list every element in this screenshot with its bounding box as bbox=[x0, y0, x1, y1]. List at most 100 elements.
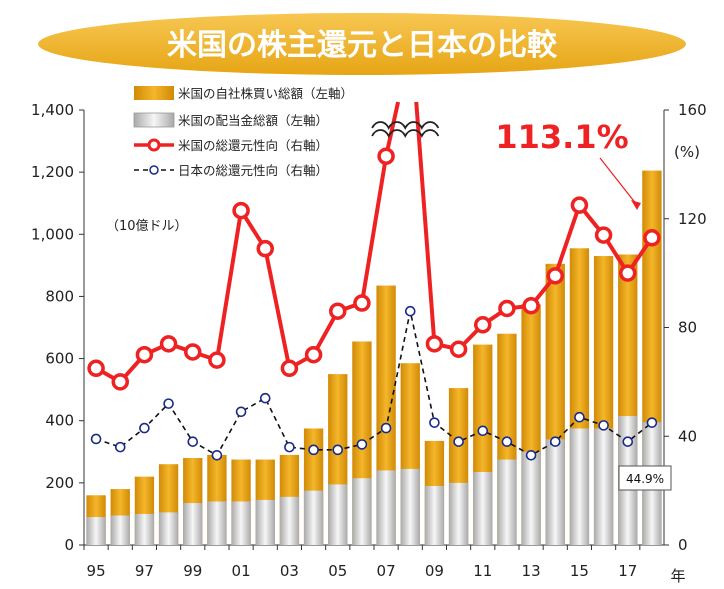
x-tick-label: 97 bbox=[135, 562, 154, 580]
dividend-bar bbox=[207, 501, 227, 545]
dividend-bar bbox=[158, 512, 179, 545]
dividend-bar bbox=[231, 501, 251, 545]
dividend-bar bbox=[400, 468, 420, 545]
x-tick-label: 05 bbox=[328, 562, 347, 580]
right-tick-label: 120 bbox=[678, 210, 707, 228]
legend-swatch-japan-marker bbox=[149, 165, 159, 175]
japan-payout-point bbox=[646, 417, 658, 428]
left-tick-label: 1,200 bbox=[31, 163, 74, 181]
japan-payout-point bbox=[380, 422, 392, 434]
us-payout-point bbox=[498, 299, 516, 318]
left-tick-label: 600 bbox=[45, 350, 74, 368]
x-tick-label: 15 bbox=[570, 562, 589, 580]
dividend-bar bbox=[521, 451, 541, 545]
dividend-bar bbox=[352, 478, 372, 545]
us-payout-point bbox=[87, 359, 105, 378]
title-background bbox=[38, 13, 686, 75]
x-tick-label: 11 bbox=[473, 562, 492, 580]
us-payout-point bbox=[377, 147, 395, 165]
dividend-bar bbox=[448, 482, 469, 545]
us-payout-point bbox=[425, 335, 444, 353]
japan-payout-point bbox=[235, 406, 247, 418]
us-payout-point bbox=[159, 335, 178, 353]
japan-payout-point bbox=[453, 436, 464, 447]
japan-payout-point bbox=[477, 425, 489, 437]
dividend-bar bbox=[183, 503, 203, 545]
dividend-bar bbox=[86, 517, 106, 545]
us-payout-point bbox=[135, 345, 154, 364]
japan-payout-point bbox=[139, 422, 150, 434]
x-tick-label: 03 bbox=[280, 562, 299, 580]
right-tick-label: 0 bbox=[678, 536, 688, 554]
dividend-bar bbox=[255, 499, 275, 545]
us-payout-point bbox=[280, 359, 299, 378]
japan-payout-point bbox=[574, 411, 585, 423]
us-payout-point bbox=[111, 373, 129, 391]
us-payout-point bbox=[329, 302, 347, 320]
left-tick-label: 1,400 bbox=[31, 101, 74, 119]
left-tick-label: 0 bbox=[64, 536, 74, 554]
annotation-arrow-head bbox=[631, 200, 641, 210]
japan-payout-point bbox=[332, 444, 344, 456]
japan-payout-point bbox=[404, 305, 416, 317]
us-payout-point bbox=[570, 196, 589, 214]
us-payout-point bbox=[256, 239, 274, 258]
legend-label: 米国の自社株買い総額（左軸） bbox=[178, 86, 353, 101]
japan-payout-point bbox=[259, 392, 271, 404]
x-tick-label: 13 bbox=[522, 562, 541, 580]
japan-payout-point bbox=[525, 449, 537, 461]
us-payout-point bbox=[353, 294, 371, 312]
us-payout-point bbox=[594, 226, 613, 244]
us-payout-point bbox=[184, 343, 202, 361]
us-payout-point bbox=[619, 264, 637, 282]
us-payout-point bbox=[546, 267, 564, 285]
dividend-bar bbox=[110, 515, 130, 545]
dividend-bar bbox=[497, 459, 517, 545]
legend-swatch-us-marker bbox=[147, 138, 161, 152]
japan-payout-point bbox=[549, 436, 561, 447]
legend-label: 米国の総還元性向（右軸） bbox=[178, 138, 328, 153]
japan-payout-point bbox=[356, 439, 368, 450]
japan-payout-point bbox=[114, 441, 126, 453]
japan-payout-point bbox=[284, 441, 295, 453]
dividend-bar bbox=[134, 513, 155, 545]
dividend-bar bbox=[303, 490, 324, 545]
legend-swatch-buyback bbox=[134, 86, 174, 100]
legend-label: 日本の総還元性向（右軸） bbox=[178, 163, 328, 178]
us-payout-point bbox=[208, 351, 226, 369]
x-tick-label: 01 bbox=[232, 562, 251, 580]
legend-label: 米国の配当金総額（左軸） bbox=[178, 113, 328, 128]
year-suffix-label: 年 bbox=[670, 567, 685, 585]
japan-payout-point bbox=[429, 417, 440, 428]
us-payout-point bbox=[474, 316, 492, 334]
legend: 米国の自社株買い総額（左軸） 米国の配当金総額（左軸） 米国の総還元性向（右軸） 日本… bbox=[133, 86, 353, 178]
japan-payout-point bbox=[501, 436, 513, 447]
dividend-bar bbox=[376, 470, 396, 545]
dividend-bar bbox=[569, 428, 590, 545]
dividend-bar bbox=[593, 428, 614, 545]
legend-swatch-dividend bbox=[133, 112, 175, 128]
us-latest-annotation: 113.1% bbox=[495, 118, 628, 156]
left-tick-label: 400 bbox=[45, 412, 74, 430]
right-tick-label: 80 bbox=[678, 319, 697, 337]
dividend-bar bbox=[545, 439, 565, 545]
axis-break-mark bbox=[371, 129, 440, 138]
right-tick-label: 40 bbox=[678, 427, 697, 445]
us-payout-point bbox=[522, 297, 540, 315]
japan-payout-point bbox=[622, 436, 634, 447]
x-tick-label: 99 bbox=[183, 562, 202, 580]
lines bbox=[87, 101, 661, 461]
x-tick-label: 07 bbox=[377, 562, 396, 580]
bars bbox=[86, 170, 662, 545]
dividend-bar bbox=[279, 496, 300, 545]
japan-latest-box bbox=[618, 465, 672, 491]
japan-payout-point bbox=[163, 398, 174, 409]
right-unit-label: (%) bbox=[674, 143, 700, 161]
japan-payout-point bbox=[598, 420, 609, 431]
dividend-bar bbox=[473, 471, 493, 545]
left-tick-label: 200 bbox=[45, 474, 74, 492]
japan-payout-point bbox=[187, 436, 199, 447]
japan-payout-point bbox=[308, 444, 319, 456]
us-payout-point bbox=[449, 340, 468, 358]
annotations: 113.1% 44.9% bbox=[495, 118, 672, 491]
